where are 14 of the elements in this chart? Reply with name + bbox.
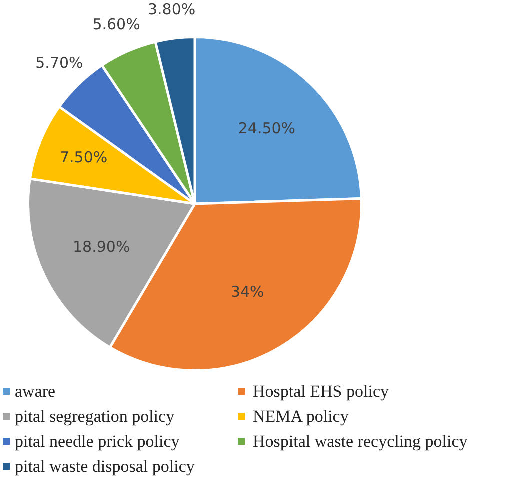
legend-label: pital segregation policy (15, 406, 175, 426)
legend-label: NEMA policy (253, 406, 349, 426)
data-label: 7.50% (60, 148, 108, 167)
legend-label: pital waste disposal policy (15, 456, 195, 476)
legend-label: Hosptal EHS policy (253, 382, 389, 402)
legend-label: Hospital waste recycling policy (253, 432, 468, 452)
legend-label: aware (15, 382, 56, 402)
legend-label: pital needle prick policy (15, 432, 180, 452)
data-label: 34% (230, 282, 264, 301)
data-label: 18.90% (72, 238, 130, 256)
data-label: 3.80% (148, 0, 196, 19)
data-label: 5.60% (92, 16, 140, 34)
data-label: 24.50% (238, 120, 296, 138)
data-label: 5.70% (36, 54, 84, 72)
